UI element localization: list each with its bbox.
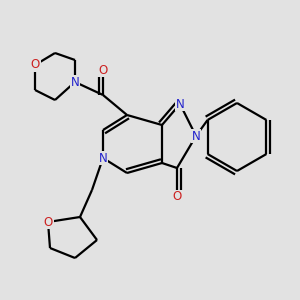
Text: O: O xyxy=(98,64,108,76)
Text: N: N xyxy=(192,130,200,142)
Text: O: O xyxy=(172,190,182,203)
Text: O: O xyxy=(30,58,40,71)
Text: N: N xyxy=(70,76,80,88)
Text: O: O xyxy=(44,215,52,229)
Text: N: N xyxy=(99,152,107,164)
Text: N: N xyxy=(176,98,184,110)
